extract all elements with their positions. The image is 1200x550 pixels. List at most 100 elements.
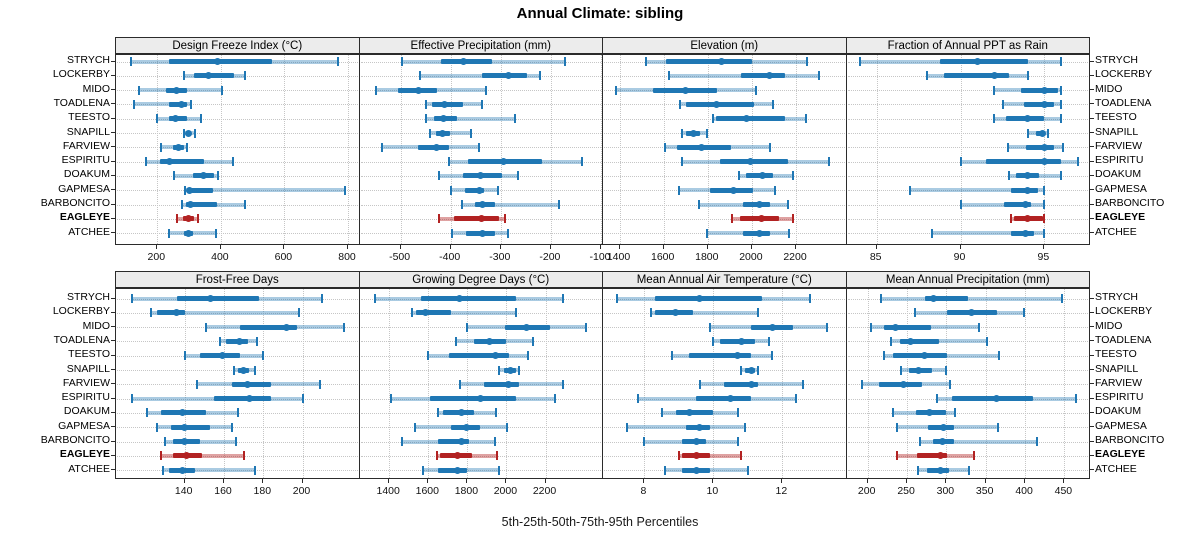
median-dot	[441, 100, 449, 108]
axis-tick	[283, 245, 285, 249]
whisker-cap	[200, 114, 203, 124]
whisker-cap	[493, 437, 496, 446]
y-axis-tick	[1090, 297, 1094, 299]
axis-tick	[427, 479, 429, 483]
p5-p95-band	[932, 231, 1045, 236]
median-dot	[717, 58, 725, 65]
whisker-cap	[301, 394, 304, 404]
whisker-cap	[880, 294, 883, 303]
whisker-cap	[895, 451, 898, 461]
median-dot	[692, 438, 700, 445]
plot-effective-precipitation-mm	[358, 54, 603, 245]
y-axis-tick	[111, 103, 115, 105]
gridline-row	[847, 412, 1088, 414]
site-label-left-farview: FARVIEW	[62, 139, 110, 152]
site-label-right-snapill: SNAPILL	[1095, 362, 1139, 375]
gridline-vertical	[713, 289, 715, 478]
median-dot	[458, 438, 465, 445]
whisker-cap	[712, 336, 715, 346]
whisker-cap	[497, 365, 500, 375]
whisker-cap	[705, 228, 708, 238]
whisker-cap	[1060, 114, 1063, 124]
whisker-cap	[515, 308, 518, 318]
whisker-cap	[138, 85, 141, 95]
p5-p95-band	[151, 310, 299, 315]
whisker-cap	[668, 71, 671, 81]
whisker-cap	[1076, 157, 1079, 167]
axis-tick-label: 250	[897, 485, 915, 497]
p25-p75-band	[430, 396, 517, 402]
gridline-row	[360, 470, 601, 472]
gridline-row	[847, 455, 1088, 457]
p25-p75-band	[449, 353, 510, 359]
y-axis-tick	[111, 232, 115, 234]
whisker-cap	[768, 142, 771, 152]
whisker-cap	[1060, 99, 1063, 109]
p25-p75-band	[943, 73, 1010, 79]
site-label-left-gapmesa: GAPMESA	[58, 419, 110, 432]
whisker-cap	[130, 394, 133, 404]
site-label-left-atchee: ATCHEE	[68, 462, 110, 475]
median-dot	[523, 323, 531, 331]
gridline-row	[847, 441, 1088, 443]
p25-p75-band	[883, 324, 931, 330]
gridline-row	[847, 370, 1088, 371]
whisker-cap	[481, 99, 484, 109]
site-label-right-atchee: ATCHEE	[1095, 462, 1137, 475]
whisker-cap	[1060, 85, 1063, 95]
axis-tick	[781, 479, 783, 483]
gridline-row	[604, 218, 845, 220]
gridline-vertical	[619, 55, 621, 244]
y-axis-tick	[1090, 117, 1094, 119]
whisker-cap	[458, 379, 461, 389]
median-dot	[456, 295, 463, 302]
gridline-row	[117, 370, 358, 371]
y-axis-tick	[111, 117, 115, 119]
axis-tick	[706, 245, 708, 249]
median-dot	[432, 143, 440, 151]
whisker-cap	[262, 351, 265, 361]
median-dot	[454, 466, 462, 474]
p25-p75-band	[715, 116, 785, 122]
site-label-right-toadlena: TOADLENA	[1095, 333, 1152, 346]
site-label-right-espiritu: ESPIRITU	[1095, 391, 1144, 404]
p5-p95-band	[429, 131, 472, 135]
gridline-row	[117, 312, 358, 314]
axis-tick	[662, 245, 664, 249]
gridline-row	[604, 175, 845, 177]
whisker-cap	[681, 157, 684, 167]
gridline-vertical	[707, 55, 709, 244]
gridline-row	[604, 133, 845, 134]
whisker-cap	[243, 71, 246, 81]
site-label-left-teesto: TEESTO	[68, 348, 110, 361]
p25-p75-band	[985, 159, 1062, 165]
median-dot	[937, 466, 945, 474]
whisker-cap	[828, 157, 831, 167]
site-label-left-gapmesa: GAPMESA	[58, 182, 110, 195]
median-dot	[185, 215, 193, 223]
whisker-cap	[678, 185, 681, 195]
whisker-cap	[183, 351, 186, 361]
median-dot	[186, 201, 194, 208]
whisker-cap	[737, 171, 740, 181]
median-dot	[179, 466, 187, 474]
whisker-cap	[697, 200, 700, 209]
axis-tick	[347, 245, 348, 249]
site-label-left-strych: STRYCH	[67, 54, 110, 66]
whisker-cap	[826, 322, 829, 332]
axis-tick-label: 140	[174, 485, 193, 497]
gridline-row	[847, 118, 1088, 120]
whisker-cap	[373, 294, 376, 303]
p25-p75-band	[740, 73, 785, 79]
y-axis-tick	[1090, 326, 1094, 328]
median-dot	[454, 452, 462, 460]
p5-p95-band	[411, 310, 517, 315]
whisker-cap	[740, 451, 742, 461]
y-axis-tick	[1090, 383, 1094, 385]
whisker-cap	[791, 171, 794, 181]
gridline-row	[360, 455, 601, 457]
median-dot	[183, 452, 191, 460]
median-dot	[236, 337, 244, 345]
whisker-cap	[743, 422, 746, 432]
whisker-cap	[236, 408, 239, 418]
